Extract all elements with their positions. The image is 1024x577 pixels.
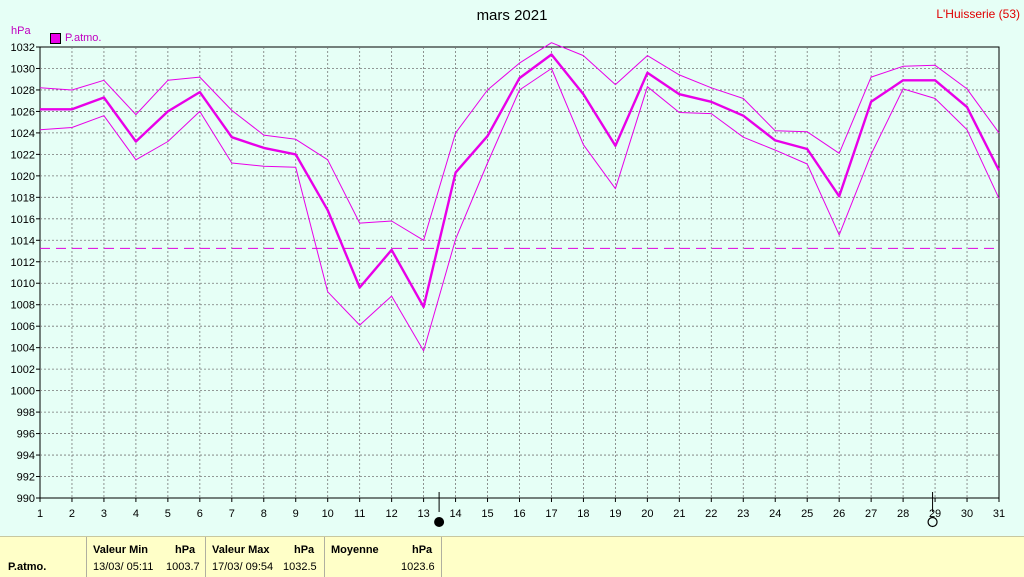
x-tick-label: 4	[133, 508, 139, 520]
footer-mean-cell: Moyenne hPa 1023.6	[325, 537, 441, 577]
x-tick-label: 27	[865, 508, 877, 520]
y-tick-label: 1014	[11, 235, 35, 247]
x-tick-label: 26	[833, 508, 845, 520]
full-moon-icon	[927, 516, 938, 528]
footer-separator	[205, 537, 206, 577]
x-tick-label: 16	[513, 508, 525, 520]
max-header: Valeur Max	[212, 544, 270, 556]
min-value: 1003.7	[166, 561, 200, 573]
series-line-min	[39, 68, 1000, 352]
legend: P.atmo.	[50, 32, 102, 44]
y-axis-unit: hPa	[11, 25, 31, 37]
y-tick-label: 1004	[11, 343, 35, 355]
mean-value: 1023.6	[401, 561, 435, 573]
y-tick-label: 1028	[11, 85, 35, 97]
legend-label: P.atmo.	[65, 32, 102, 44]
y-tick-label: 1010	[11, 278, 35, 290]
footer-min-cell: Valeur Min hPa 13/03/ 05:11 1003.7	[87, 537, 205, 577]
y-tick-label: 992	[17, 472, 35, 484]
y-tick-label: 990	[17, 493, 35, 505]
x-tick-label: 15	[481, 508, 493, 520]
x-tick-label: 12	[386, 508, 398, 520]
y-tick-label: 994	[17, 450, 35, 462]
x-tick-label: 13	[417, 508, 429, 520]
x-tick-label: 11	[354, 508, 365, 520]
footer-max-cell: Valeur Max hPa 17/03/ 09:54 1032.5	[206, 537, 324, 577]
x-tick-label: 8	[261, 508, 267, 520]
footer-separator	[86, 537, 87, 577]
x-tick-label: 28	[897, 508, 909, 520]
y-tick-label: 1026	[11, 106, 35, 118]
y-tick-label: 1002	[11, 364, 35, 376]
x-tick-label: 21	[673, 508, 685, 520]
y-tick-label: 1022	[11, 149, 35, 161]
series-line-max	[39, 42, 1000, 241]
x-tick-label: 30	[961, 508, 973, 520]
min-unit: hPa	[175, 544, 196, 556]
legend-swatch	[50, 32, 61, 44]
station-name: L'Huisserie (53)	[936, 7, 1020, 21]
y-tick-label: 1032	[11, 42, 35, 54]
y-tick-label: 1012	[11, 257, 35, 269]
new-moon-icon	[434, 517, 445, 527]
statistics-footer: P.atmo. Valeur Min hPa 13/03/ 05:11 1003…	[0, 536, 1024, 577]
pressure-chart: 9909929949969981000100210041006100810101…	[11, 42, 1005, 528]
max-unit: hPa	[294, 544, 315, 556]
x-tick-label: 17	[545, 508, 557, 520]
y-tick-label: 1008	[11, 300, 35, 312]
x-tick-label: 9	[293, 508, 299, 520]
x-tick-label: 1	[37, 508, 43, 520]
y-tick-label: 1020	[11, 171, 35, 183]
max-date: 17/03/ 09:54	[212, 561, 274, 573]
x-tick-label: 5	[165, 508, 171, 520]
chart-title: mars 2021	[476, 7, 548, 24]
mean-header: Moyenne	[331, 544, 379, 556]
x-tick-label: 2	[69, 508, 75, 520]
y-tick-label: 1016	[11, 214, 35, 226]
footer-separator	[324, 537, 325, 577]
x-tick-label: 24	[769, 508, 781, 520]
y-tick-label: 1018	[11, 192, 35, 204]
x-tick-label: 31	[993, 508, 1005, 520]
x-tick-label: 18	[577, 508, 589, 520]
y-tick-label: 998	[17, 407, 35, 419]
x-tick-label: 10	[322, 508, 334, 520]
x-tick-label: 6	[197, 508, 203, 520]
min-date: 13/03/ 05:11	[93, 561, 154, 573]
x-tick-label: 23	[737, 508, 749, 520]
x-tick-label: 7	[229, 508, 235, 520]
y-tick-label: 996	[17, 429, 35, 441]
max-value: 1032.5	[283, 561, 317, 573]
min-header: Valeur Min	[93, 544, 149, 556]
x-tick-label: 19	[609, 508, 621, 520]
footer-row-label: P.atmo.	[8, 561, 47, 573]
series-line-mean	[40, 53, 1001, 309]
mean-unit: hPa	[412, 544, 433, 556]
x-tick-label: 14	[449, 508, 461, 520]
x-tick-label: 3	[101, 508, 107, 520]
footer-separator	[441, 537, 442, 577]
y-tick-label: 1006	[11, 321, 35, 333]
y-tick-label: 1000	[11, 386, 35, 398]
x-tick-label: 25	[801, 508, 813, 520]
footer-row-label-cell: P.atmo.	[0, 537, 86, 577]
y-tick-label: 1030	[11, 63, 35, 75]
y-tick-label: 1024	[11, 128, 35, 140]
x-tick-label: 22	[705, 508, 717, 520]
x-tick-label: 20	[641, 508, 653, 520]
